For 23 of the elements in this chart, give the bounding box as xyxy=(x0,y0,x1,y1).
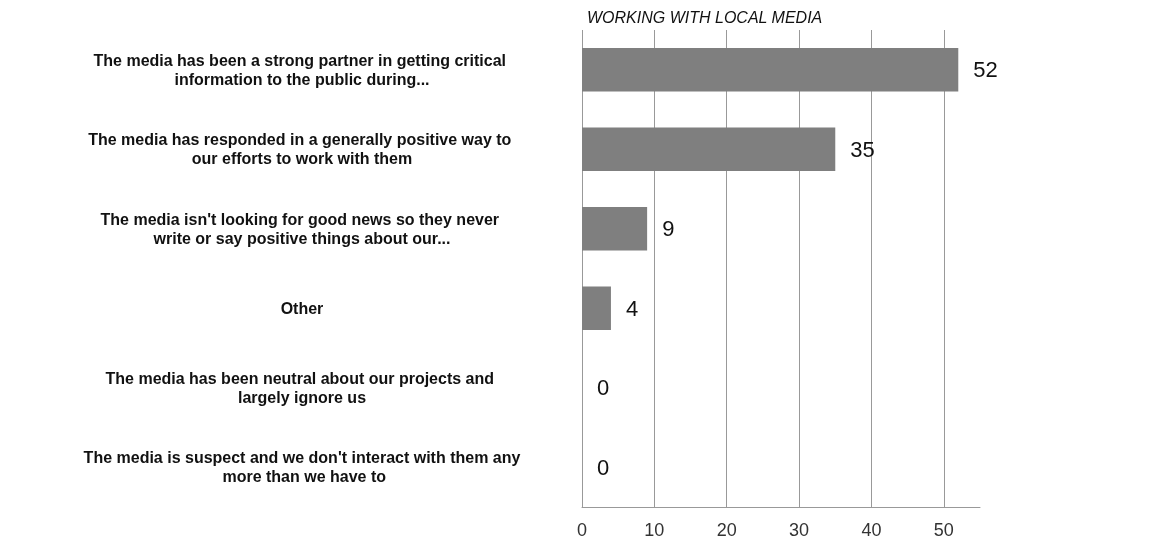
y-tick-label: The media is suspect and we don't interact with them any more than we have to xyxy=(83,449,521,486)
bar xyxy=(582,127,836,172)
data-label: 0 xyxy=(597,375,610,401)
chart-title: WORKING WITH LOCAL MEDIA xyxy=(587,8,823,26)
x-tick-label: 50 xyxy=(933,520,954,540)
x-tick-label: 0 xyxy=(576,520,588,540)
bar xyxy=(582,206,648,251)
y-tick-label: Other xyxy=(280,299,324,317)
data-label: 0 xyxy=(597,454,610,480)
bar xyxy=(582,286,611,331)
x-tick-label: 20 xyxy=(716,520,737,540)
data-label: 35 xyxy=(850,136,875,162)
x-tick-label: 30 xyxy=(789,520,810,540)
data-label: 4 xyxy=(625,295,639,321)
x-tick-label: 40 xyxy=(861,520,882,540)
data-label: 52 xyxy=(973,57,998,83)
x-tick-label: 10 xyxy=(644,520,665,540)
y-tick-label: The media isn't looking for good news so they never write or say positive things about our... xyxy=(100,210,504,247)
data-label: 9 xyxy=(662,216,675,242)
y-tick-label: The media has been a strong partner in getting critical information to the public during... xyxy=(93,51,511,88)
bar xyxy=(582,47,959,92)
y-tick-label: The media has responded in a generally positive way to our efforts to work with them xyxy=(88,131,516,168)
y-tick-label: The media has been neutral about our projects and largely ignore us xyxy=(105,369,499,406)
